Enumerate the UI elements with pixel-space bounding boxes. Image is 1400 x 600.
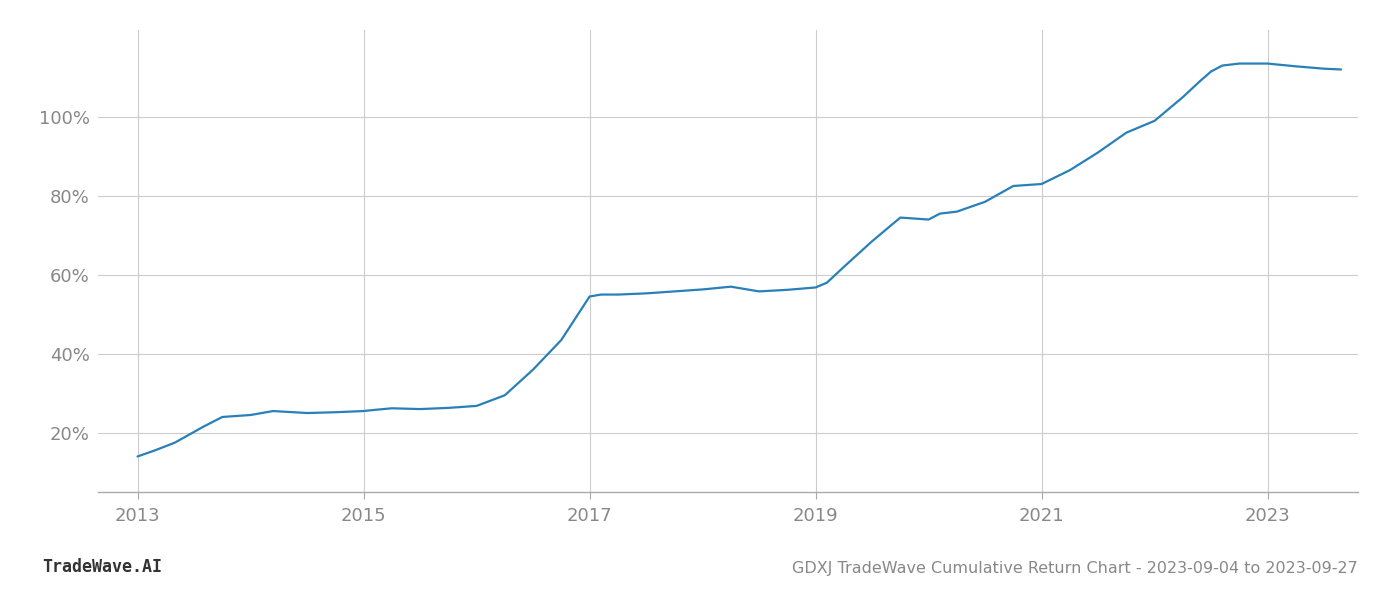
Text: TradeWave.AI: TradeWave.AI bbox=[42, 558, 162, 576]
Text: GDXJ TradeWave Cumulative Return Chart - 2023-09-04 to 2023-09-27: GDXJ TradeWave Cumulative Return Chart -… bbox=[792, 561, 1358, 576]
